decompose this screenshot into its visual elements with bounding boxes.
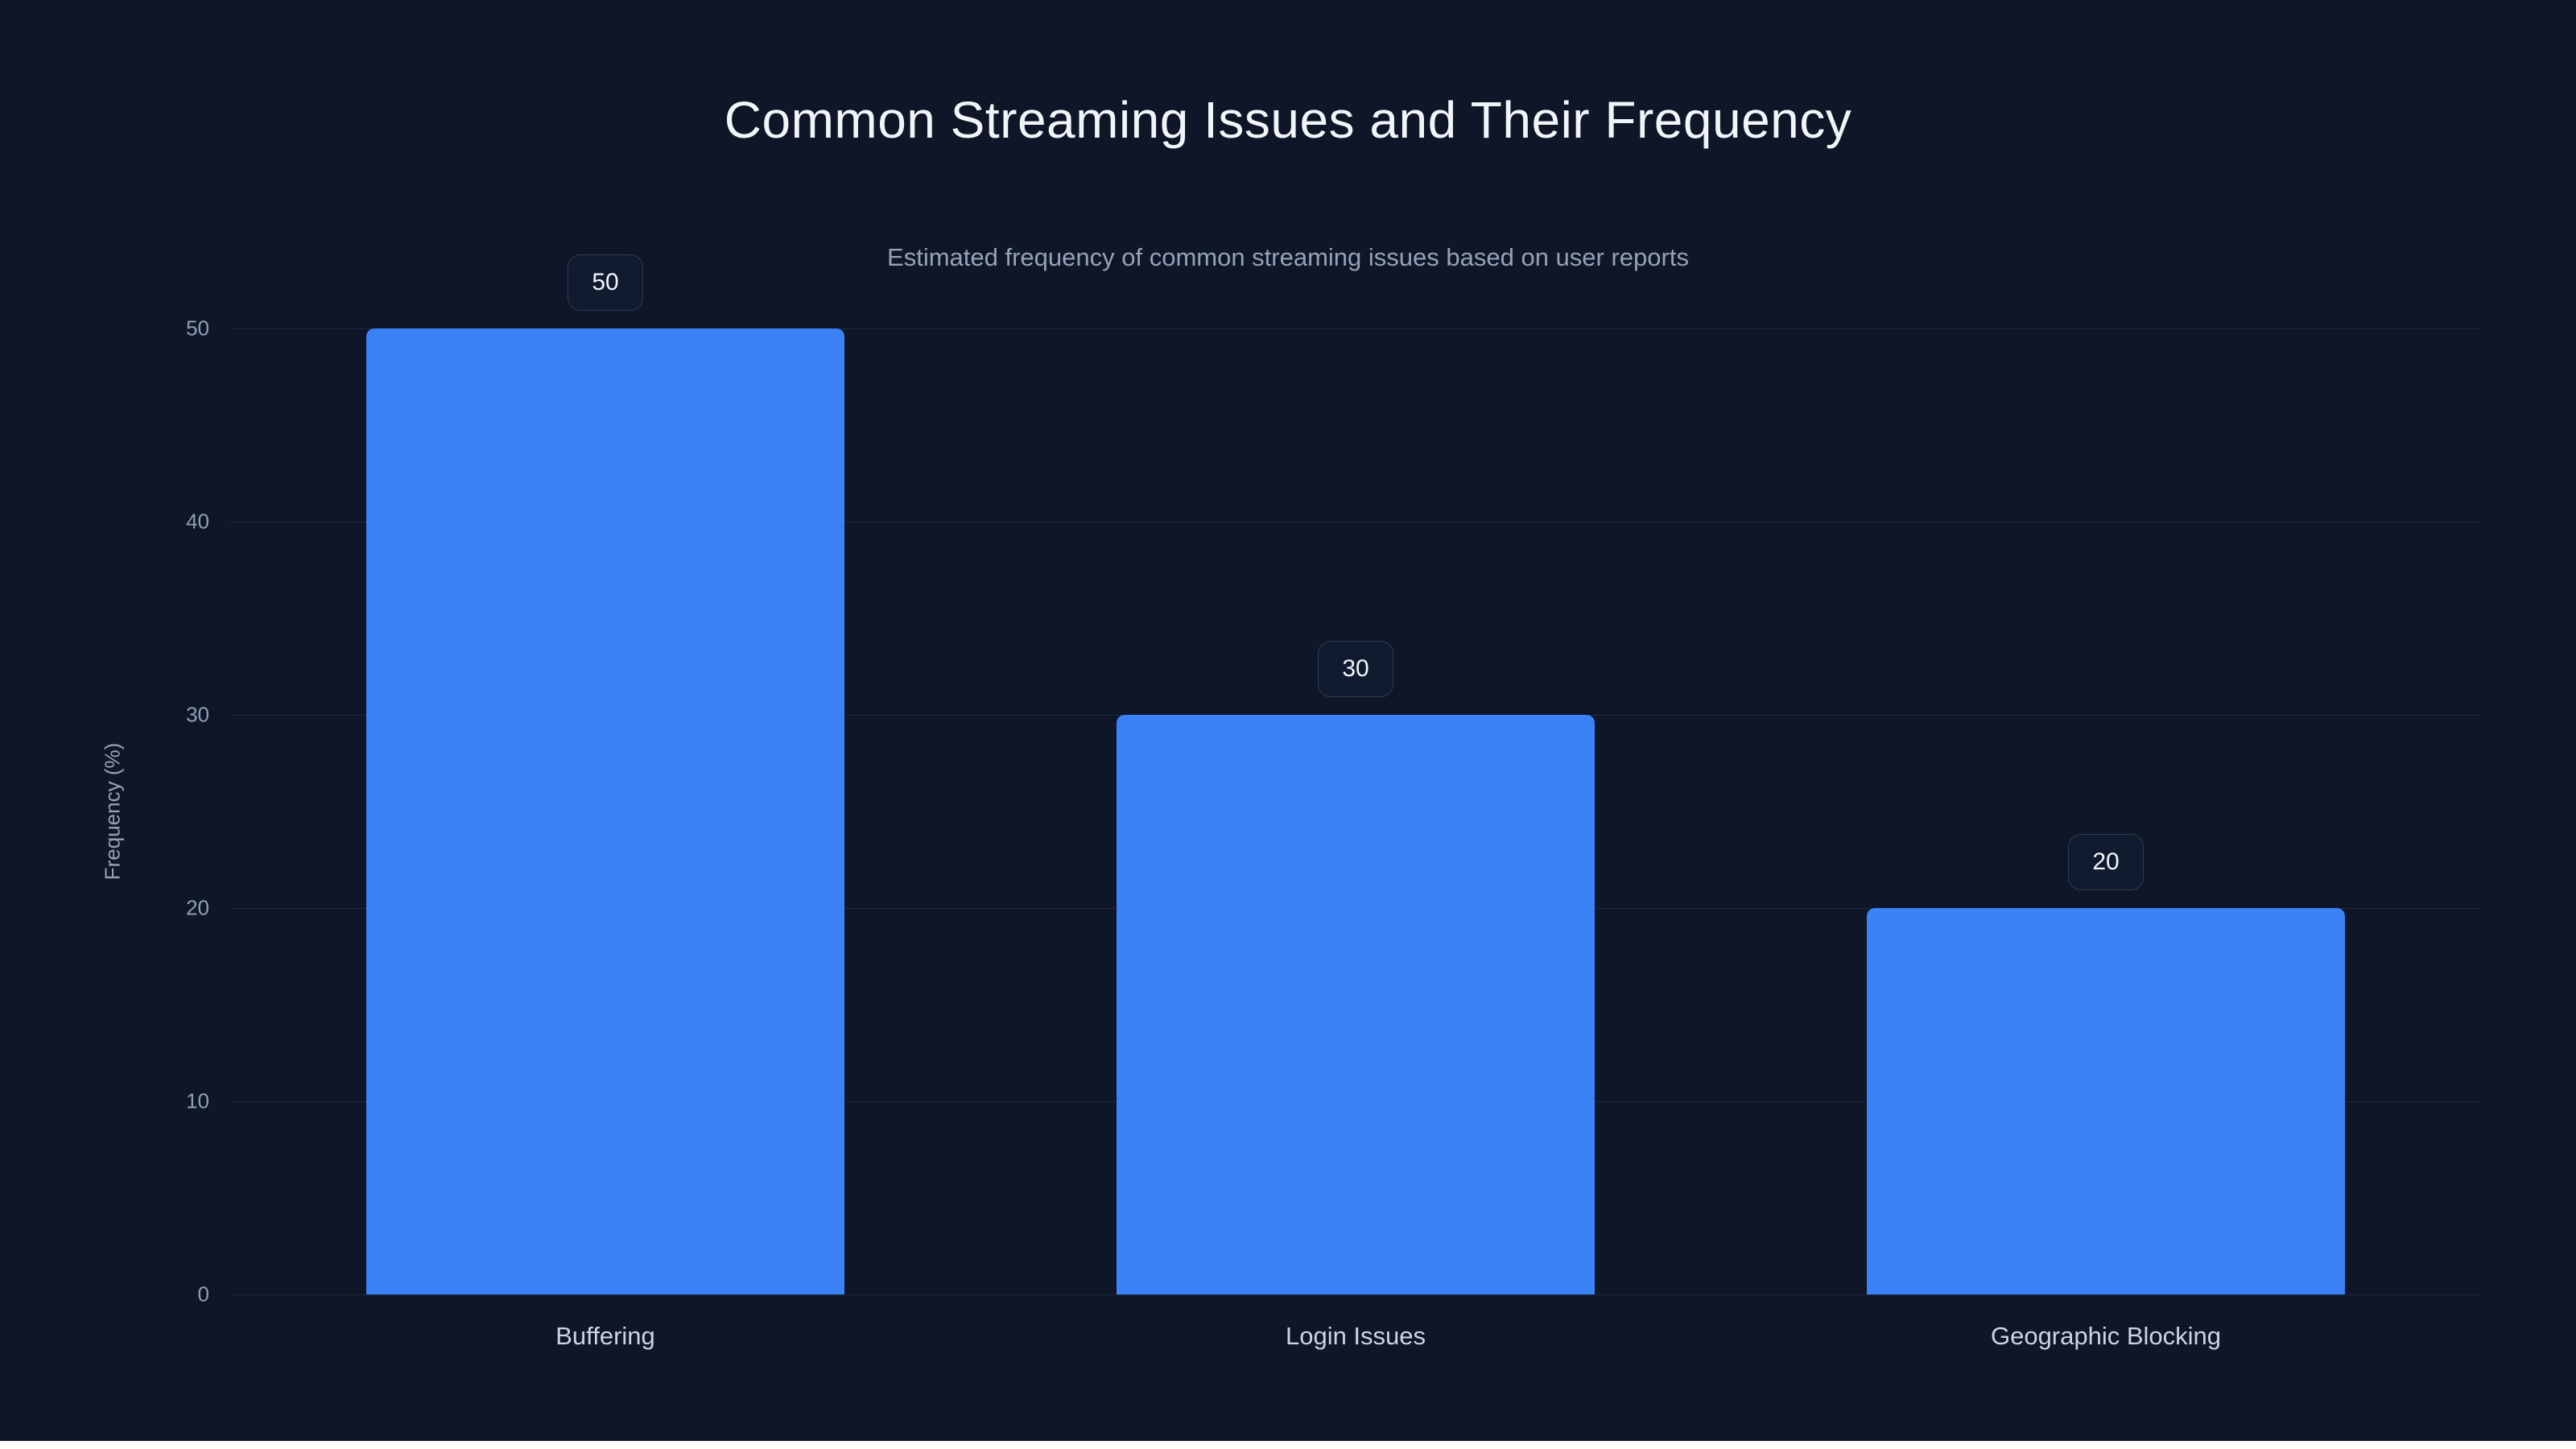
y-tick-label: 50 bbox=[186, 316, 209, 341]
y-tick-label: 30 bbox=[186, 702, 209, 727]
bar-buffering[interactable] bbox=[365, 328, 844, 1294]
bar-value-label: 50 bbox=[568, 254, 643, 311]
x-category-label: Login Issues bbox=[1285, 1322, 1426, 1350]
bar-value-label: 30 bbox=[1318, 641, 1393, 697]
bar-geographic-blocking[interactable] bbox=[1867, 908, 2345, 1294]
chart-subtitle: Estimated frequency of common streaming … bbox=[887, 243, 1689, 271]
x-category-label: Geographic Blocking bbox=[1990, 1322, 2222, 1350]
y-axis-label: Frequency (%) bbox=[100, 742, 125, 881]
y-tick-label: 0 bbox=[197, 1282, 209, 1307]
chart-title: Common Streaming Issues and Their Freque… bbox=[724, 91, 1852, 149]
gridline bbox=[230, 1294, 2481, 1295]
page-bottom-strip bbox=[0, 1441, 2576, 1449]
bar-value-label: 20 bbox=[2068, 834, 2144, 890]
gridline bbox=[230, 328, 2481, 329]
plot-area: 0 10 20 30 40 50 50 Buffering 30 Login Issues 20 Ge… bbox=[186, 254, 2481, 1350]
x-category-label: Buffering bbox=[555, 1322, 655, 1350]
y-tick-label: 20 bbox=[186, 895, 209, 920]
y-tick-label: 40 bbox=[186, 509, 209, 534]
y-tick-label: 10 bbox=[186, 1088, 209, 1113]
bar-login-issues[interactable] bbox=[1117, 715, 1595, 1294]
